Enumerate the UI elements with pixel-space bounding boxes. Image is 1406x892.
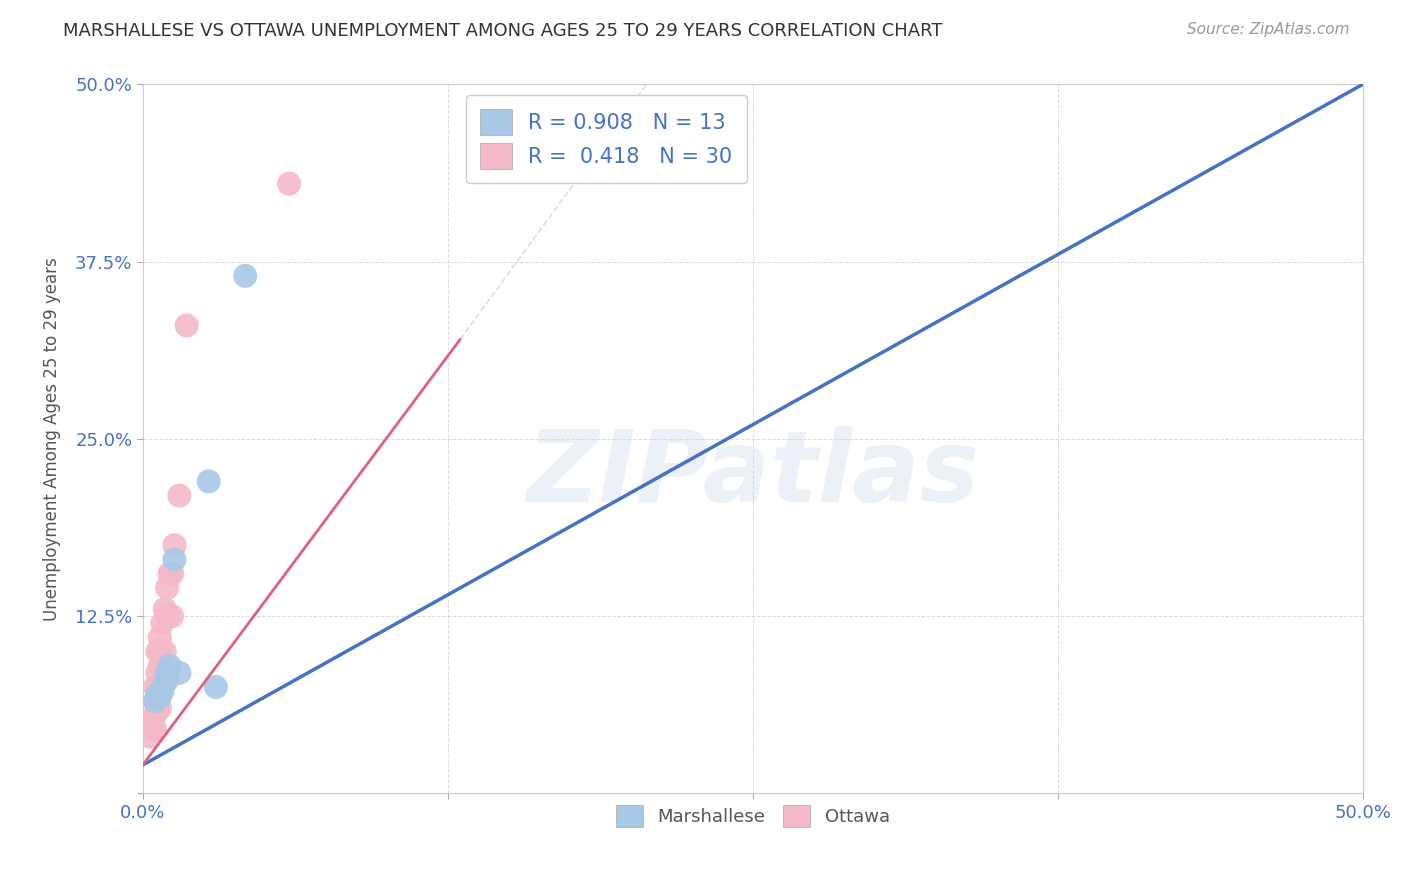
Point — [149, 644, 172, 658]
Point — [163, 538, 186, 552]
Point — [156, 665, 179, 680]
Point — [139, 723, 162, 737]
Text: ZIPatlas: ZIPatlas — [526, 425, 979, 523]
Point — [149, 701, 172, 715]
Point — [153, 602, 176, 616]
Point — [143, 723, 166, 737]
Point — [159, 658, 181, 673]
Point — [146, 701, 169, 715]
Point — [176, 318, 198, 333]
Point — [153, 675, 176, 690]
Point — [169, 665, 191, 680]
Point — [143, 694, 166, 708]
Point — [153, 644, 176, 658]
Point — [197, 475, 219, 489]
Point — [278, 177, 301, 191]
Text: MARSHALLESE VS OTTAWA UNEMPLOYMENT AMONG AGES 25 TO 29 YEARS CORRELATION CHART: MARSHALLESE VS OTTAWA UNEMPLOYMENT AMONG… — [63, 22, 943, 40]
Point — [149, 631, 172, 645]
Point — [150, 684, 173, 698]
Point — [146, 680, 169, 694]
Point — [156, 673, 179, 687]
Point — [163, 552, 186, 566]
Point — [139, 730, 162, 744]
Point — [156, 581, 179, 595]
Legend: Marshallese, Ottawa: Marshallese, Ottawa — [609, 797, 897, 834]
Point — [160, 609, 183, 624]
Point — [143, 708, 166, 723]
Point — [169, 489, 191, 503]
Point — [205, 680, 228, 694]
Point — [149, 690, 172, 704]
Point — [149, 680, 172, 694]
Point — [146, 687, 169, 701]
Point — [142, 715, 165, 730]
Point — [233, 268, 256, 283]
Point — [159, 566, 181, 581]
Point — [146, 644, 169, 658]
Point — [149, 658, 172, 673]
Point — [146, 665, 169, 680]
Point — [150, 616, 173, 631]
Point — [143, 680, 166, 694]
Point — [150, 658, 173, 673]
Y-axis label: Unemployment Among Ages 25 to 29 years: Unemployment Among Ages 25 to 29 years — [44, 257, 60, 621]
Text: Source: ZipAtlas.com: Source: ZipAtlas.com — [1187, 22, 1350, 37]
Point — [160, 566, 183, 581]
Point — [143, 694, 166, 708]
Point — [156, 609, 179, 624]
Point — [156, 670, 179, 684]
